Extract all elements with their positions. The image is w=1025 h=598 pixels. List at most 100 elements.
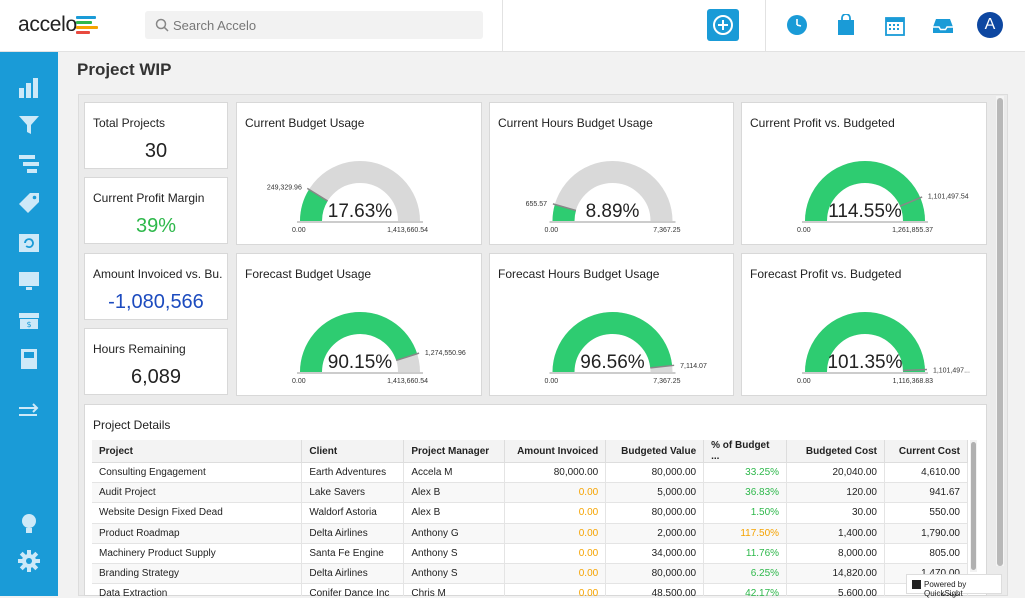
timer-icon[interactable]	[786, 14, 808, 36]
report-icon[interactable]	[17, 347, 41, 371]
gantt-icon[interactable]	[17, 152, 41, 176]
gauge-chart: 96.56% 0.00 7,367.25 7,114.07	[545, 312, 707, 385]
calendar-icon[interactable]	[884, 14, 906, 36]
gauge-min-label: 0.00	[545, 227, 559, 234]
gauge-marker	[899, 196, 923, 207]
page-title-bar: Project WIP	[58, 52, 1025, 88]
gauge-card-forecast-hours[interactable]: 96.56% 0.00 7,367.25 7,114.07 Forecast Hour…	[489, 253, 734, 396]
add-button[interactable]	[707, 9, 739, 41]
table-cell: 0.00	[504, 583, 607, 596]
column-header[interactable]: Current Cost	[884, 440, 968, 463]
divider	[765, 0, 766, 52]
accelo-logo[interactable]: accelo	[18, 13, 77, 36]
kpi-card-total-projects[interactable]: Total Projects 30	[84, 102, 228, 169]
refresh-calendar-icon[interactable]	[17, 230, 41, 254]
gauge-fill	[300, 189, 328, 222]
svg-text:$: $	[26, 320, 31, 329]
column-header[interactable]: Project Manager	[403, 440, 506, 463]
table-row[interactable]: Audit Project Lake Savers Alex B 0.00 5,000.…	[92, 482, 968, 504]
gauge-marker	[902, 368, 927, 372]
gauge-card-forecast-profit[interactable]: 101.35% 0.00 1,116,368.83 1,101,497... Fore…	[741, 253, 987, 396]
gauge-title: Forecast Profit vs. Budgeted	[750, 267, 902, 281]
column-header[interactable]: Amount Invoiced	[504, 440, 607, 463]
table-cell: 80,000.00	[605, 563, 705, 585]
table-cell: Lake Savers	[301, 482, 405, 504]
page-scrollbar[interactable]	[996, 96, 1004, 566]
table-cell: 11.76%	[703, 543, 788, 564]
gauge-chart: 90.15% 0.00 1,413,660.54 1,274,550.96	[292, 312, 466, 385]
table-cell: Waldorf Astoria	[301, 502, 405, 524]
page-scrollbar-thumb[interactable]	[997, 98, 1003, 566]
gauge-value: 8.89%	[586, 201, 640, 222]
kpi-card-profit-margin[interactable]: Current Profit Margin 39%	[84, 177, 228, 244]
table-row[interactable]: Branding Strategy Delta Airlines Anthony S…	[92, 563, 968, 585]
lightbulb-icon[interactable]	[17, 512, 41, 536]
top-bar: accelo A	[0, 0, 1025, 52]
table-row[interactable]: Consulting Engagement Earth Adventures Acc…	[92, 462, 968, 484]
table-cell: 8,000.00	[786, 543, 885, 564]
kpi-value: 30	[144, 140, 168, 162]
table-cell: Santa Fe Engine	[301, 543, 405, 564]
gauge-value: 90.15%	[328, 352, 393, 373]
kpi-value: 39%	[135, 215, 177, 237]
table-scrollbar-thumb[interactable]	[971, 442, 976, 570]
gauge-min-label: 0.00	[545, 378, 559, 385]
search-box[interactable]	[145, 11, 483, 39]
gauge-card-current-hours[interactable]: 8.89% 0.00 7,367.25 655.57 Current Hours Bu…	[489, 102, 734, 245]
table-row[interactable]: Website Design Fixed Dead Waldorf Astoria…	[92, 502, 968, 524]
table-cell: 4,610.00	[884, 462, 968, 484]
gear-icon[interactable]	[17, 549, 41, 573]
table-header-row: Project Client Project Manager Amount In…	[92, 440, 968, 463]
table-cell: Anthony G	[403, 523, 506, 544]
table-cell: 1.50%	[703, 502, 788, 524]
table-scrollbar[interactable]	[970, 440, 977, 572]
inbox-icon[interactable]	[932, 14, 954, 36]
powered-by-text: Powered by QuickSight	[924, 580, 967, 598]
powered-by-badge[interactable]: Powered by QuickSight	[906, 574, 1002, 598]
dashboard-icon[interactable]	[17, 76, 41, 100]
gauge-value: 17.63%	[328, 201, 393, 222]
transfer-icon[interactable]	[17, 400, 41, 424]
table-cell: Conifer Dance Inc	[301, 583, 405, 596]
table-row[interactable]: Product Roadmap Delta Airlines Anthony G 0.…	[92, 523, 968, 544]
gauge-card-current-budget[interactable]: 17.63% 0.00 1,413,660.54 249,329.96 Current…	[236, 102, 482, 245]
gauge-title: Current Budget Usage	[245, 116, 365, 130]
funnel-icon[interactable]	[17, 113, 41, 137]
gauge-title: Current Hours Budget Usage	[498, 116, 653, 130]
table-cell: Website Design Fixed Dead	[92, 502, 303, 524]
gauge-marker	[552, 203, 577, 212]
table-cell: Accela M	[403, 462, 506, 484]
gauge-value: 114.55%	[828, 201, 902, 222]
gauge-card-current-profit[interactable]: 114.55% 0.00 1,261,855.37 1,101,497.54 Curr…	[741, 102, 987, 245]
table-cell: Chris M	[403, 583, 506, 596]
gauge-max-label: 7,367.25	[653, 378, 680, 385]
table-cell: 941.67	[884, 482, 968, 504]
project-details-title: Project Details	[93, 418, 171, 432]
quicksight-icon	[912, 580, 921, 589]
column-header[interactable]: Budgeted Cost	[786, 440, 885, 463]
monitor-icon[interactable]	[17, 269, 41, 293]
column-header[interactable]: Budgeted Value	[605, 440, 705, 463]
avatar[interactable]: A	[977, 12, 1003, 38]
kpi-card-amount-invoiced[interactable]: Amount Invoiced vs. Bu... -1,080,566	[84, 253, 228, 320]
kpi-label: Hours Remaining	[93, 342, 186, 356]
table-cell: Anthony S	[403, 543, 506, 564]
column-header[interactable]: Client	[301, 440, 405, 463]
gauge-value: 101.35%	[827, 352, 902, 373]
column-header[interactable]: Project	[92, 440, 303, 463]
table-cell: 48,500.00	[605, 583, 705, 596]
column-header[interactable]: % of Budget ...	[703, 440, 788, 463]
table-cell: Alex B	[403, 502, 506, 524]
table-cell: 805.00	[884, 543, 968, 564]
table-row[interactable]: Machinery Product Supply Santa Fe Engine A…	[92, 543, 968, 564]
table-cell: 6.25%	[703, 563, 788, 585]
billing-icon[interactable]: $	[17, 308, 41, 332]
gauge-value: 96.56%	[580, 352, 645, 373]
search-input[interactable]	[173, 15, 473, 35]
tag-icon[interactable]	[17, 191, 41, 215]
gauge-card-forecast-budget[interactable]: 90.15% 0.00 1,413,660.54 1,274,550.96 Forec…	[236, 253, 482, 396]
shopping-bag-icon[interactable]	[835, 14, 857, 36]
project-details-table: Project Client Project Manager Amount In…	[92, 440, 968, 596]
kpi-card-hours-remaining[interactable]: Hours Remaining 6,089	[84, 328, 228, 395]
